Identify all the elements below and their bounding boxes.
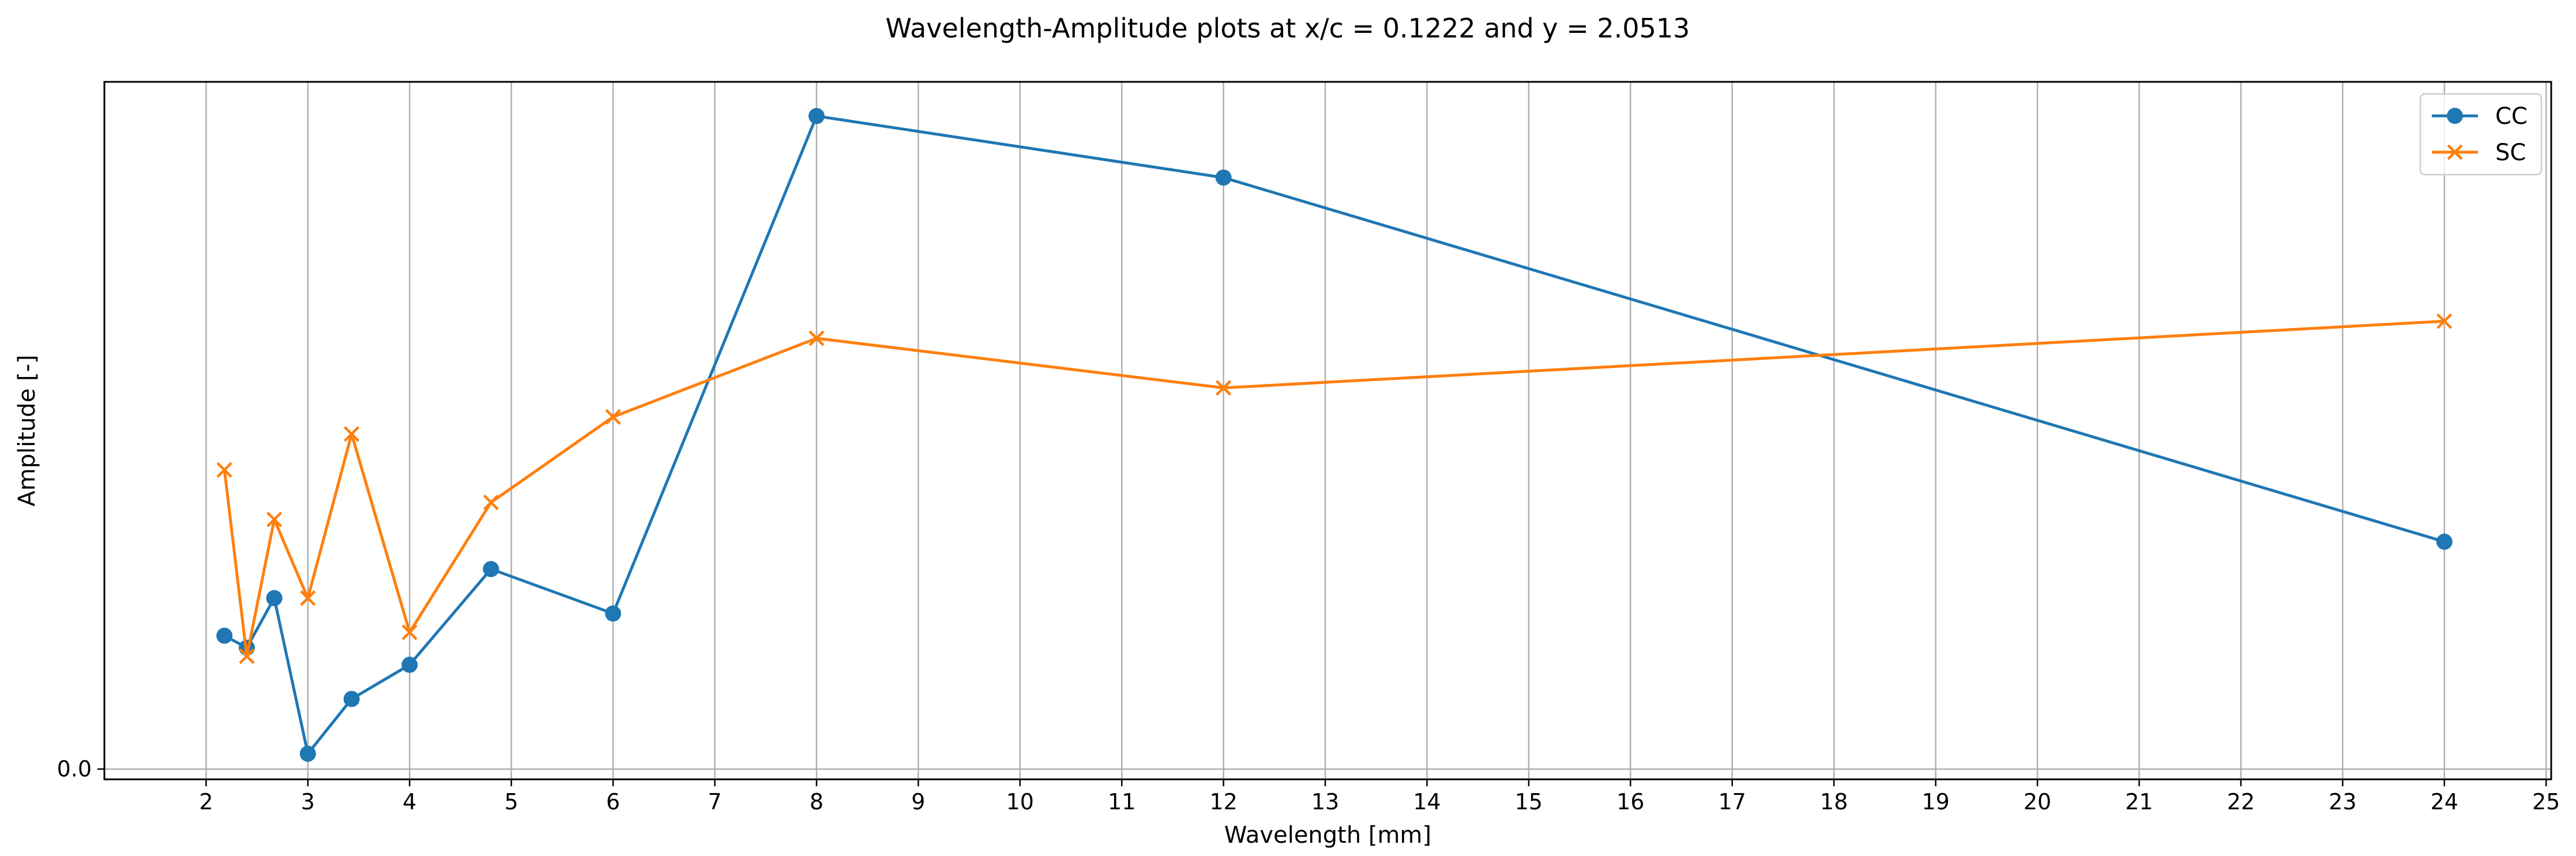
x-tick-label: 25 (2532, 789, 2560, 814)
x-tick-label: 19 (1921, 789, 1949, 814)
data-point-sc (216, 462, 232, 478)
data-point-cc (605, 605, 622, 622)
data-point-sc (344, 426, 360, 442)
x-tick-label: 2 (199, 789, 213, 814)
x-tick-label: 22 (2227, 789, 2255, 814)
plot-area (103, 81, 2552, 780)
legend-marker-x (2447, 144, 2463, 160)
x-tick-label: 11 (1108, 789, 1135, 814)
data-point-sc (300, 590, 316, 606)
x-tick-label: 5 (505, 789, 518, 814)
x-tick-label: 9 (911, 789, 925, 814)
x-tick-label: 12 (1209, 789, 1237, 814)
data-point-cc (216, 627, 233, 644)
y-tick-label: 0.0 (57, 756, 92, 782)
x-tick-label: 24 (2431, 789, 2458, 814)
data-point-sc (2436, 313, 2453, 329)
series-layer (216, 108, 2453, 762)
x-axis-title: Wavelength [mm] (1224, 822, 1431, 849)
data-point-sc (401, 624, 418, 640)
chart-title: Wavelength-Amplitude plots at x/c = 0.12… (886, 13, 1690, 44)
x-tick-label: 14 (1413, 789, 1441, 814)
data-point-sc (605, 409, 621, 425)
legend-label: SC (2495, 139, 2526, 166)
x-tick-label: 20 (2024, 789, 2051, 814)
data-point-sc (239, 648, 255, 665)
data-point-cc (808, 108, 825, 125)
data-point-cc (401, 657, 418, 673)
data-point-sc (483, 494, 499, 511)
data-point-cc (1215, 169, 1232, 186)
x-tick-label: 6 (606, 789, 620, 814)
x-axis: 2 3 4 5 6 7 8 9 10 11 12 13 14 15 16 17 18 19 20 21 22 23 24 25 (199, 779, 2560, 814)
data-point-sc (1216, 380, 1232, 396)
data-point-cc (483, 561, 499, 578)
grid-lines (104, 82, 2551, 779)
x-tick-label: 10 (1006, 789, 1034, 814)
legend: CC SC (2419, 93, 2543, 176)
x-tick-label: 4 (403, 789, 416, 814)
x-tick-label: 16 (1616, 789, 1644, 814)
plot-background (104, 82, 2551, 779)
series-sc (216, 313, 2453, 665)
x-tick-label: 23 (2329, 789, 2356, 814)
x-tick-label: 18 (1820, 789, 1848, 814)
x-tick-label: 7 (708, 789, 721, 814)
x-tick-label: 13 (1311, 789, 1339, 814)
legend-label: CC (2495, 103, 2528, 130)
data-point-cc (299, 745, 316, 762)
data-point-sc (266, 511, 283, 527)
y-axis: 0.0 (57, 756, 104, 782)
data-point-cc (2436, 533, 2453, 550)
plot-frame (103, 81, 2552, 780)
x-tick-label: 3 (301, 789, 315, 814)
data-point-sc (808, 330, 825, 346)
data-point-cc (343, 691, 360, 707)
data-point-cc (266, 590, 283, 606)
legend-marker-circle (2447, 108, 2463, 124)
x-tick-label: 8 (810, 789, 823, 814)
y-axis-title: Amplitude [-] (14, 355, 40, 506)
x-tick-label: 15 (1515, 789, 1543, 814)
x-tick-label: 21 (2125, 789, 2153, 814)
series-cc (216, 108, 2453, 762)
x-tick-label: 17 (1718, 789, 1746, 814)
